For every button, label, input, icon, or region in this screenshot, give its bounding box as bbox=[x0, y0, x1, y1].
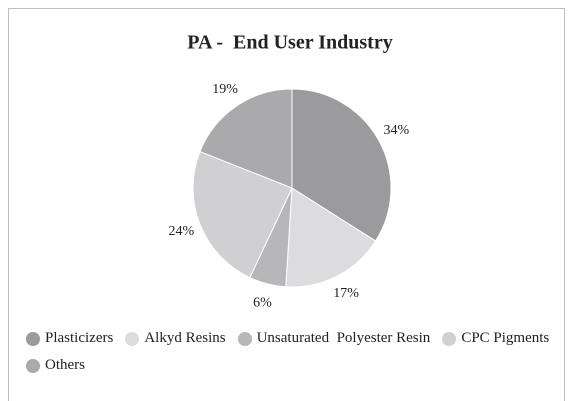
data-label: 17% bbox=[333, 286, 359, 301]
pie-slice bbox=[199, 88, 293, 189]
legend-swatch bbox=[237, 331, 252, 346]
pie-slice bbox=[285, 187, 377, 288]
chart-title: PA - End User Industry bbox=[187, 32, 392, 54]
data-label: 6% bbox=[253, 295, 272, 310]
legend: Plasticizers Alkyd Resins Unsaturated Poly… bbox=[26, 330, 556, 374]
chart-frame bbox=[8, 8, 565, 401]
legend-swatch bbox=[442, 331, 457, 346]
legend-swatch bbox=[26, 331, 40, 346]
legend-swatch bbox=[26, 358, 40, 373]
legend-label: CPC Pigments bbox=[461, 330, 550, 346]
legend-label: Alkyd Resins bbox=[144, 330, 226, 346]
data-label: 34% bbox=[383, 123, 409, 138]
pie-slice bbox=[192, 150, 293, 279]
legend-label: Others bbox=[45, 357, 85, 373]
legend-label: Plasticizers bbox=[45, 330, 114, 346]
legend-item: Others bbox=[26, 357, 85, 374]
legend-swatch bbox=[125, 331, 140, 346]
data-label: 24% bbox=[169, 224, 195, 239]
legend-item: CPC Pigments bbox=[442, 330, 549, 347]
legend-item: Alkyd Resins bbox=[125, 330, 226, 347]
pie-slice bbox=[291, 88, 392, 242]
legend-item: Unsaturated Polyester Resin bbox=[237, 330, 431, 347]
legend-item: Plasticizers bbox=[26, 330, 113, 347]
data-label: 19% bbox=[212, 82, 238, 97]
legend-label: Unsaturated Polyester Resin bbox=[256, 330, 431, 346]
